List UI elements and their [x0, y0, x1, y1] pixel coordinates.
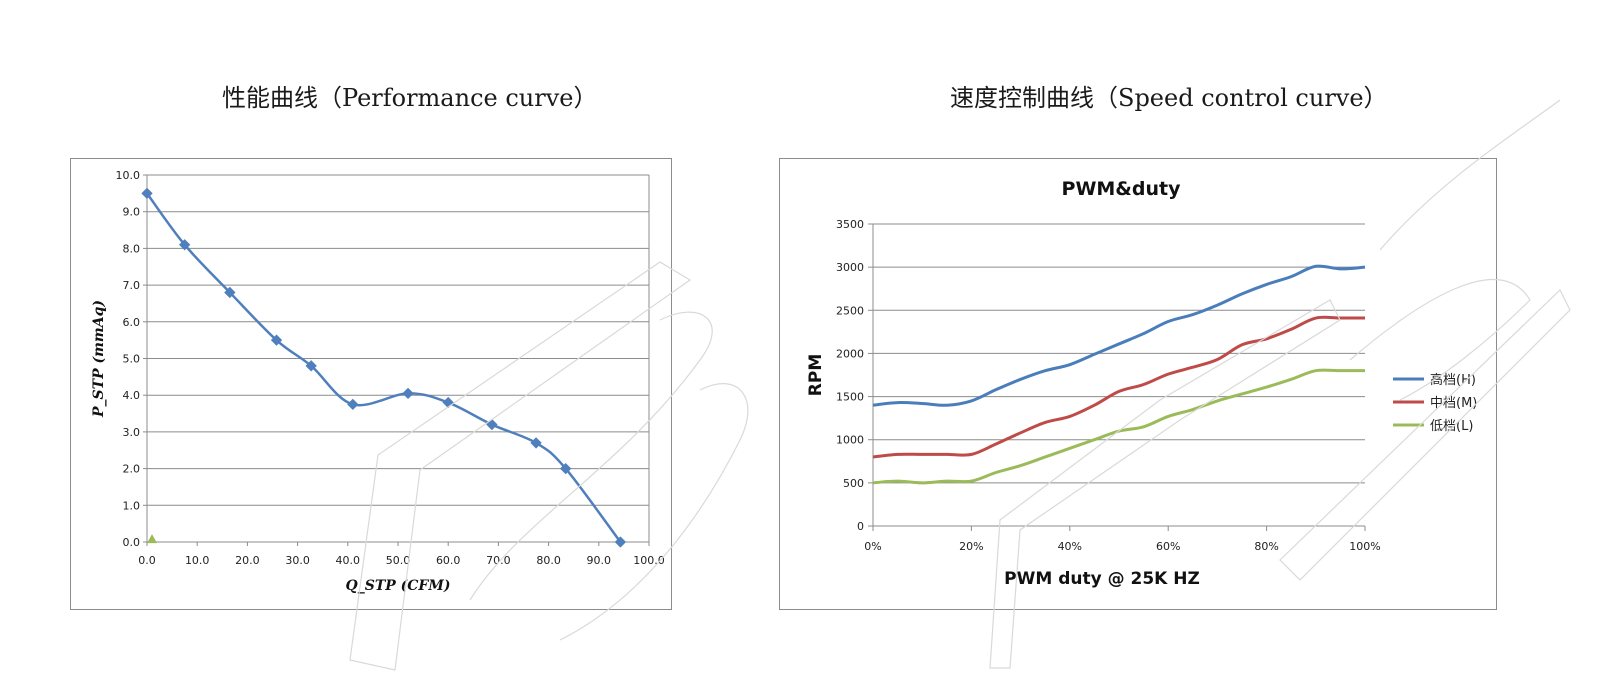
y-tick-label: 1500 — [836, 391, 864, 404]
y-tick-label: 7.0 — [123, 279, 141, 292]
y-tick-label: 3000 — [836, 261, 864, 274]
x-tick-label: 40% — [1058, 540, 1082, 553]
x-tick-label: 30.0 — [285, 554, 310, 567]
y-tick-label: 5.0 — [123, 353, 141, 366]
triangle-marker — [147, 534, 158, 544]
legend-label: 中档(M) — [1430, 396, 1477, 411]
y-tick-label: 6.0 — [123, 316, 141, 329]
x-tick-label: 20.0 — [235, 554, 260, 567]
x-tick-label: 100% — [1349, 540, 1380, 553]
y-tick-label: 3500 — [836, 218, 864, 231]
y-tick-label: 2000 — [836, 347, 864, 360]
x-tick-label: 80% — [1254, 540, 1278, 553]
y-tick-label: 9.0 — [123, 206, 141, 219]
legend-label: 低档(L) — [1430, 419, 1473, 434]
y-tick-label: 1.0 — [123, 499, 141, 512]
chart-title: PWM&duty — [1062, 178, 1182, 200]
legend-label: 高档(H) — [1430, 372, 1476, 388]
y-tick-label: 2.0 — [123, 463, 141, 476]
x-tick-label: 0% — [864, 540, 881, 553]
performance-curve-title: 性能曲线（Performance curve） — [222, 84, 598, 112]
series-line-high — [872, 264, 1366, 407]
y-tick-label: 2500 — [836, 304, 864, 317]
series-line-mid — [872, 315, 1365, 459]
data-point-marker — [141, 187, 153, 200]
speed-control-curve-title: 速度控制曲线（Speed control curve） — [950, 84, 1388, 112]
y-tick-label: 3.0 — [123, 426, 141, 439]
x-axis-title: PWM duty @ 25K HZ — [1004, 569, 1200, 589]
y-tick-label: 500 — [843, 477, 864, 490]
y-tick-label: 0.0 — [123, 536, 141, 549]
data-point-marker — [178, 239, 191, 251]
data-point-marker — [305, 360, 317, 372]
y-axis-title: P_STP (mmAq) — [91, 300, 107, 418]
x-tick-label: 20% — [959, 540, 983, 553]
y-axis-title: RPM — [806, 354, 826, 396]
x-tick-label: 60% — [1156, 540, 1180, 553]
y-tick-label: 1000 — [836, 434, 864, 447]
x-tick-label: 0.0 — [138, 554, 156, 567]
x-tick-label: 10.0 — [185, 554, 210, 567]
series-line-low — [872, 368, 1365, 485]
y-tick-label: 4.0 — [123, 389, 141, 402]
y-tick-label: 0 — [857, 520, 864, 533]
data-point-marker — [270, 334, 283, 346]
data-point-marker — [224, 286, 236, 299]
y-tick-label: 10.0 — [116, 169, 141, 182]
y-tick-label: 8.0 — [123, 242, 141, 255]
